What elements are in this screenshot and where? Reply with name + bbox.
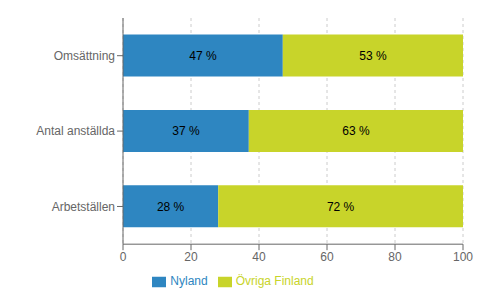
svg-text:60: 60 bbox=[320, 250, 334, 264]
svg-text:40: 40 bbox=[252, 250, 266, 264]
svg-text:Antal anställda: Antal anställda bbox=[36, 124, 115, 138]
svg-text:0: 0 bbox=[120, 250, 127, 264]
html-text:Nyland: Nyland bbox=[170, 274, 208, 289]
svg-text:72 %: 72 % bbox=[327, 200, 355, 214]
svg-text:37 %: 37 % bbox=[172, 124, 200, 138]
svg-text:Arbetställen: Arbetställen bbox=[52, 200, 115, 214]
svg-text:63 %: 63 % bbox=[342, 124, 370, 138]
html-text:Övriga Finland: Övriga Finland bbox=[235, 274, 314, 289]
svg-text:28 %: 28 % bbox=[157, 200, 185, 214]
svg-text:53 %: 53 % bbox=[359, 49, 387, 63]
svg-text:20: 20 bbox=[184, 250, 198, 264]
svg-text:47 %: 47 % bbox=[189, 49, 217, 63]
svg-text:100: 100 bbox=[453, 250, 473, 264]
svg-text:Omsättning: Omsättning bbox=[54, 49, 115, 63]
svg-text:80: 80 bbox=[388, 250, 402, 264]
